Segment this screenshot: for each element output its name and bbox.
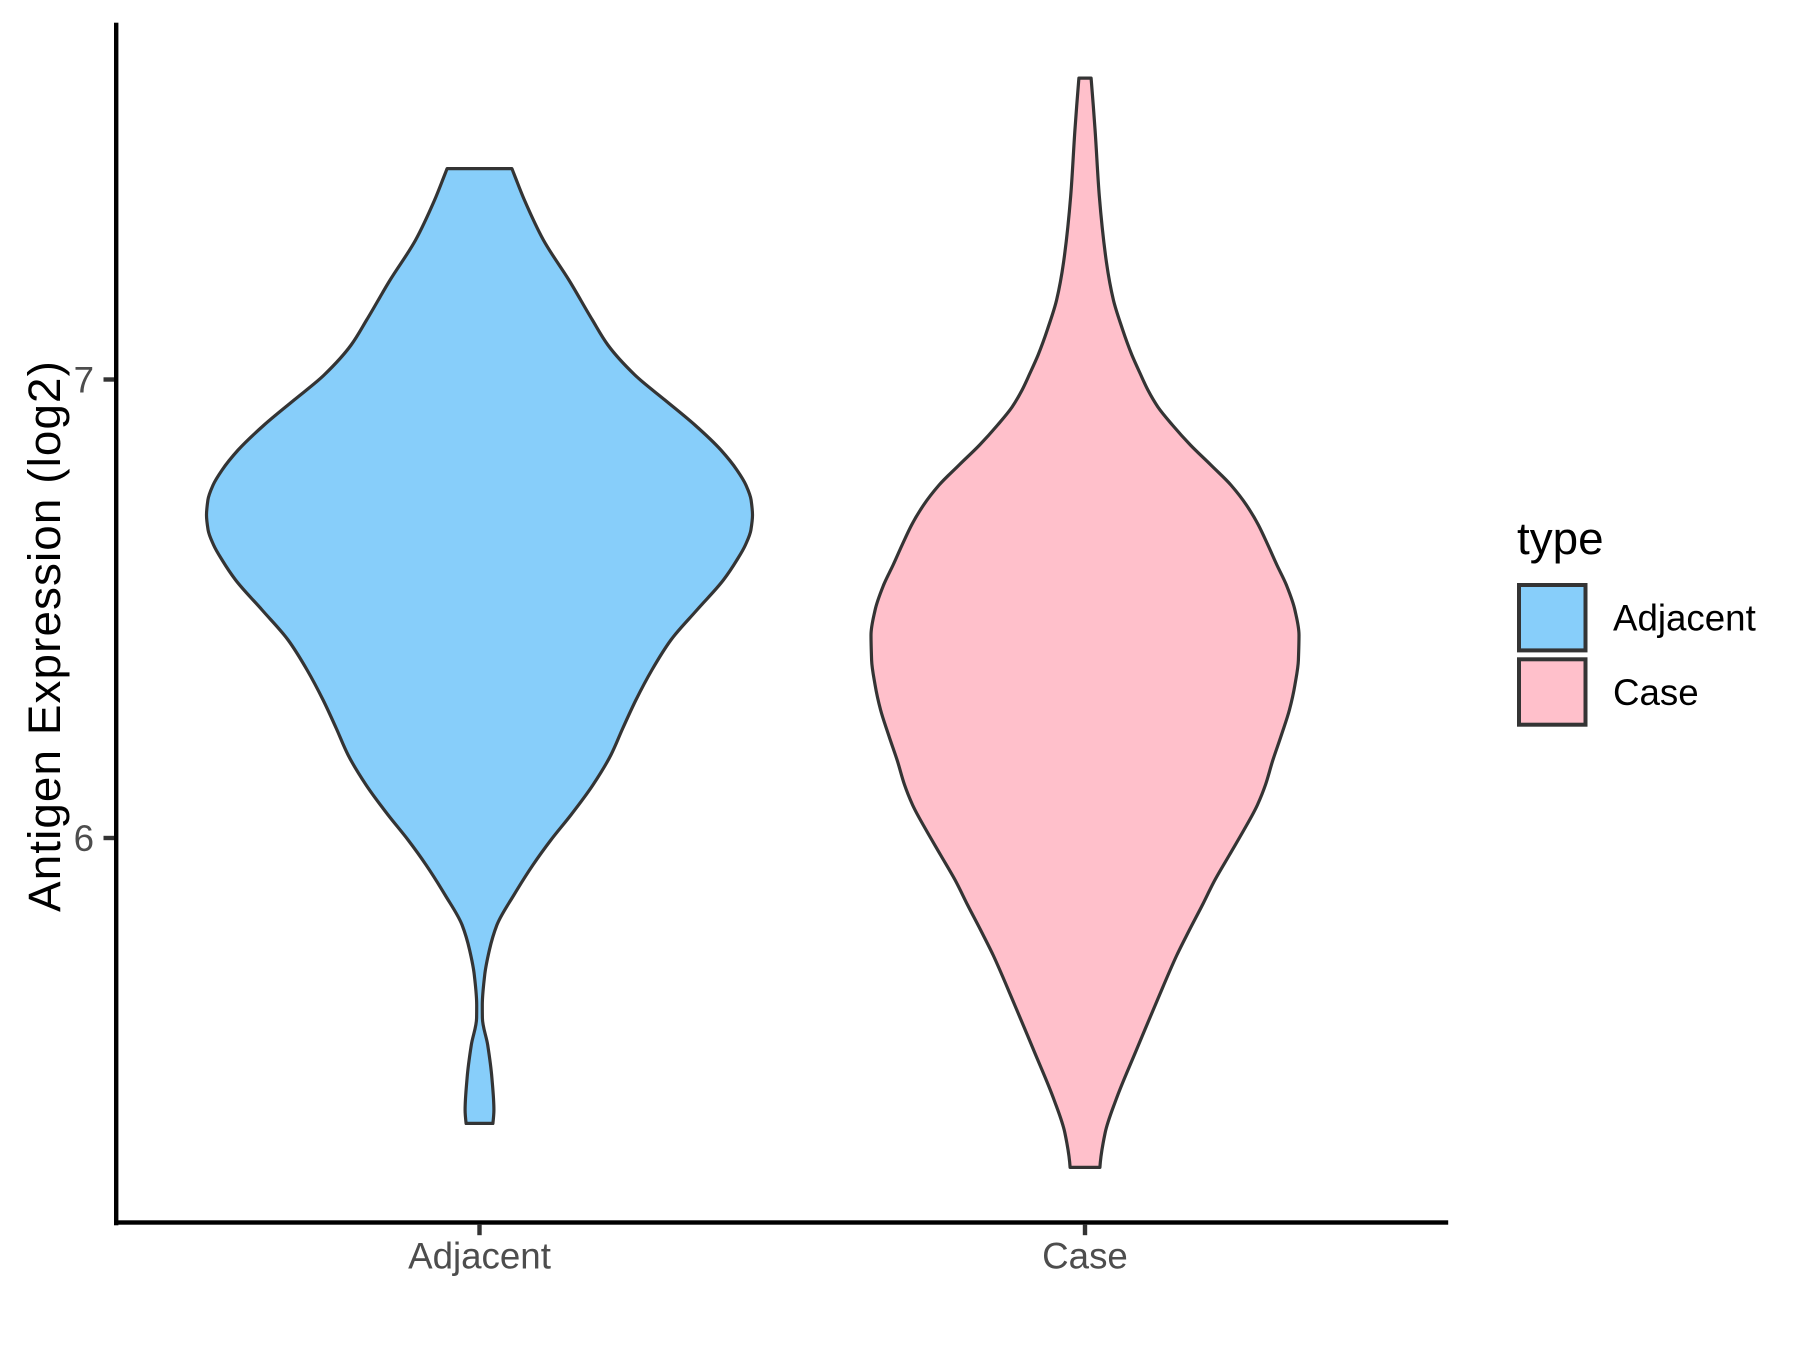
svg-text:Adjacent: Adjacent — [408, 1236, 551, 1277]
svg-text:7: 7 — [74, 359, 94, 400]
svg-text:Antigen Expression (log2): Antigen Expression (log2) — [19, 360, 70, 912]
svg-text:Case: Case — [1042, 1236, 1128, 1277]
svg-text:Case: Case — [1613, 672, 1699, 713]
svg-text:6: 6 — [74, 818, 94, 859]
svg-text:Adjacent: Adjacent — [1613, 598, 1756, 639]
svg-text:type: type — [1517, 513, 1604, 564]
